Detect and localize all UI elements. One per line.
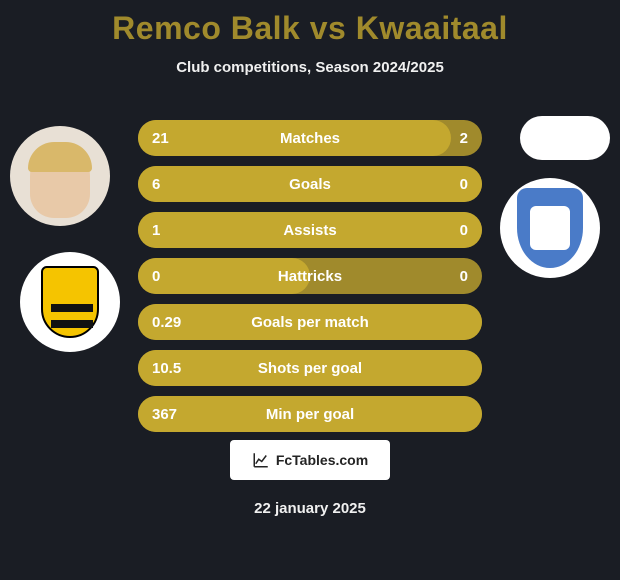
stat-row: 6Goals0 [138, 166, 482, 202]
date-text: 22 january 2025 [0, 500, 620, 517]
player-right-avatar [520, 116, 610, 160]
stat-fill-left [138, 120, 451, 156]
stat-left-value: 6 [152, 176, 160, 193]
club-right-crest [500, 178, 600, 278]
stat-fill-left [138, 166, 482, 202]
stat-row: 0Hattricks0 [138, 258, 482, 294]
stat-left-value: 10.5 [152, 360, 181, 377]
club-left-crest [20, 252, 120, 352]
stat-left-value: 1 [152, 222, 160, 239]
chart-icon [252, 451, 270, 469]
shield-icon [41, 266, 99, 338]
stat-fill-left [138, 258, 310, 294]
stat-left-value: 367 [152, 406, 177, 423]
stat-left-value: 0 [152, 268, 160, 285]
stat-fill-left [138, 350, 482, 386]
stat-row: 1Assists0 [138, 212, 482, 248]
brand-badge: FcTables.com [230, 440, 390, 480]
stat-right-value: 0 [460, 268, 468, 285]
stats-list: 21Matches2 6Goals0 1Assists0 0Hattricks0 0.2… [138, 120, 482, 432]
page-title: Remco Balk vs Kwaaitaal [0, 0, 620, 47]
page-subtitle: Club competitions, Season 2024/2025 [0, 59, 620, 76]
stat-row: 367Min per goal [138, 396, 482, 432]
stat-left-value: 0.29 [152, 314, 181, 331]
brand-text: FcTables.com [276, 452, 368, 468]
stat-right-value: 0 [460, 222, 468, 239]
stat-right-value: 2 [460, 130, 468, 147]
stat-row: 10.5Shots per goal [138, 350, 482, 386]
stat-right-value: 0 [460, 176, 468, 193]
stat-row: 21Matches2 [138, 120, 482, 156]
stat-left-value: 21 [152, 130, 169, 147]
stat-row: 0.29Goals per match [138, 304, 482, 340]
player-left-avatar [10, 126, 110, 226]
stat-fill-left [138, 212, 482, 248]
shield-icon [517, 188, 583, 268]
stat-fill-left [138, 304, 482, 340]
stat-fill-left [138, 396, 482, 432]
face-icon [30, 148, 90, 218]
